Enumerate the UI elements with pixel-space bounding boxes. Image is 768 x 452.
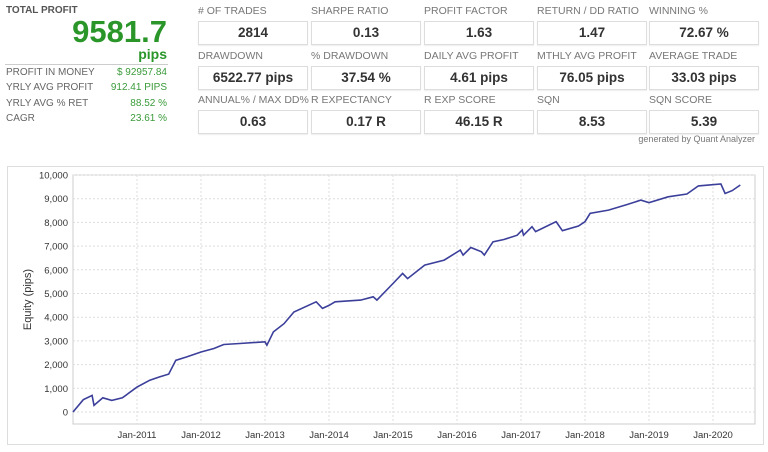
summary-row: YRLY AVG PROFIT 912.41 PIPS	[6, 82, 167, 93]
metric-label: % DRAWDOWN	[311, 50, 389, 62]
metric-label: ANNUAL% / MAX DD%	[198, 94, 309, 106]
x-tick-label: Jan-2011	[118, 430, 157, 441]
metric-cell: RETURN / DD RATIO 1.47	[537, 5, 647, 45]
summary-row-label: PROFIT IN MONEY	[6, 67, 95, 78]
metric-label: SQN	[537, 94, 560, 106]
y-tick-label: 7,000	[44, 242, 68, 253]
y-tick-label: 1,000	[44, 384, 68, 395]
metric-cell: WINNING % 72.67 %	[649, 5, 759, 45]
metric-value: 46.15 R	[424, 110, 534, 134]
equity-chart-panel	[7, 166, 764, 445]
x-tick-label: Jan-2020	[693, 430, 733, 441]
metric-cell: SQN SCORE 5.39	[649, 94, 759, 134]
metric-value: 33.03 pips	[649, 66, 759, 90]
summary-row: CAGR 23.61 %	[6, 113, 167, 124]
summary-row-value: 23.61 %	[130, 112, 167, 124]
divider	[5, 64, 168, 65]
total-profit-value: 9581.7	[72, 14, 167, 49]
metric-cell: ANNUAL% / MAX DD% 0.63	[198, 94, 309, 134]
metric-label: DAILY AVG PROFIT	[424, 50, 519, 62]
metric-cell: AVERAGE TRADE 33.03 pips	[649, 50, 759, 90]
summary-row-label: CAGR	[6, 112, 35, 124]
x-tick-label: Jan-2016	[437, 430, 477, 441]
y-tick-label: 4,000	[44, 313, 68, 324]
metric-value: 2814	[198, 21, 308, 45]
summary-row-label: YRLY AVG % RET	[6, 97, 89, 109]
metric-value: 1.63	[424, 21, 534, 45]
generated-by-note: generated by Quant Analyzer	[638, 134, 755, 144]
y-tick-label: 2,000	[44, 360, 68, 371]
metric-value: 37.54 %	[311, 66, 421, 90]
metric-label: PROFIT FACTOR	[424, 5, 508, 17]
metric-label: RETURN / DD RATIO	[537, 5, 639, 17]
x-tick-label: Jan-2017	[501, 430, 541, 441]
y-tick-label: 9,000	[44, 194, 68, 205]
summary-row-value: $ 92957.84	[116, 67, 167, 78]
metric-label: R EXPECTANCY	[311, 94, 392, 106]
total-profit-unit: pips	[138, 46, 167, 62]
metric-cell: SQN 8.53	[537, 94, 647, 134]
summary-row: PROFIT IN MONEY $ 92957.84	[6, 67, 167, 78]
metric-value: 4.61 pips	[424, 66, 534, 90]
metric-cell: R EXPECTANCY 0.17 R	[311, 94, 421, 134]
metric-value: 72.67 %	[649, 21, 759, 45]
metric-label: AVERAGE TRADE	[649, 50, 738, 62]
x-tick-label: Jan-2014	[309, 430, 349, 441]
summary-row-value: 88.52 %	[130, 97, 167, 109]
metric-value: 5.39	[649, 110, 759, 134]
metric-cell: # OF TRADES 2814	[198, 5, 308, 45]
metric-cell: MTHLY AVG PROFIT 76.05 pips	[537, 50, 647, 90]
metric-value: 6522.77 pips	[198, 66, 308, 90]
x-tick-label: Jan-2018	[565, 430, 605, 441]
y-tick-label: 3,000	[44, 336, 68, 347]
x-tick-label: Jan-2013	[245, 430, 285, 441]
x-tick-label: Jan-2012	[181, 430, 221, 441]
y-axis-label: Equity (pips)	[22, 269, 34, 330]
equity-line	[72, 183, 741, 413]
metric-label: # OF TRADES	[198, 5, 267, 17]
metric-value: 1.47	[537, 21, 647, 45]
y-tick-label: 0	[63, 408, 68, 419]
y-tick-label: 8,000	[44, 218, 68, 229]
metric-cell: R EXP SCORE 46.15 R	[424, 94, 534, 134]
metric-value: 0.63	[198, 110, 308, 134]
summary-row-label: YRLY AVG PROFIT	[6, 82, 94, 94]
metric-label: R EXP SCORE	[424, 94, 496, 106]
summary-row-value: 912.41 PIPS	[110, 82, 167, 94]
metric-cell: % DRAWDOWN 37.54 %	[311, 50, 421, 90]
metric-label: WINNING %	[649, 5, 708, 17]
total-profit-label: TOTAL PROFIT	[6, 5, 78, 16]
metric-value: 0.17 R	[311, 110, 421, 134]
metric-value: 0.13	[311, 21, 421, 45]
y-tick-label: 6,000	[44, 265, 68, 276]
metric-cell: DRAWDOWN 6522.77 pips	[198, 50, 308, 90]
metric-label: MTHLY AVG PROFIT	[537, 50, 637, 62]
metric-cell: DAILY AVG PROFIT 4.61 pips	[424, 50, 534, 90]
plot-area	[72, 174, 756, 425]
x-tick-label: Jan-2015	[373, 430, 413, 441]
metric-cell: PROFIT FACTOR 1.63	[424, 5, 534, 45]
metric-cell: SHARPE RATIO 0.13	[311, 5, 421, 45]
x-tick-label: Jan-2019	[629, 430, 669, 441]
metric-value: 8.53	[537, 110, 647, 134]
metric-label: DRAWDOWN	[198, 50, 263, 62]
metric-label: SHARPE RATIO	[311, 5, 389, 17]
metric-value: 76.05 pips	[537, 66, 647, 90]
metric-label: SQN SCORE	[649, 94, 713, 106]
y-tick-label: 5,000	[44, 289, 68, 300]
y-tick-label: 10,000	[39, 171, 68, 182]
summary-row: YRLY AVG % RET 88.52 %	[6, 98, 167, 109]
